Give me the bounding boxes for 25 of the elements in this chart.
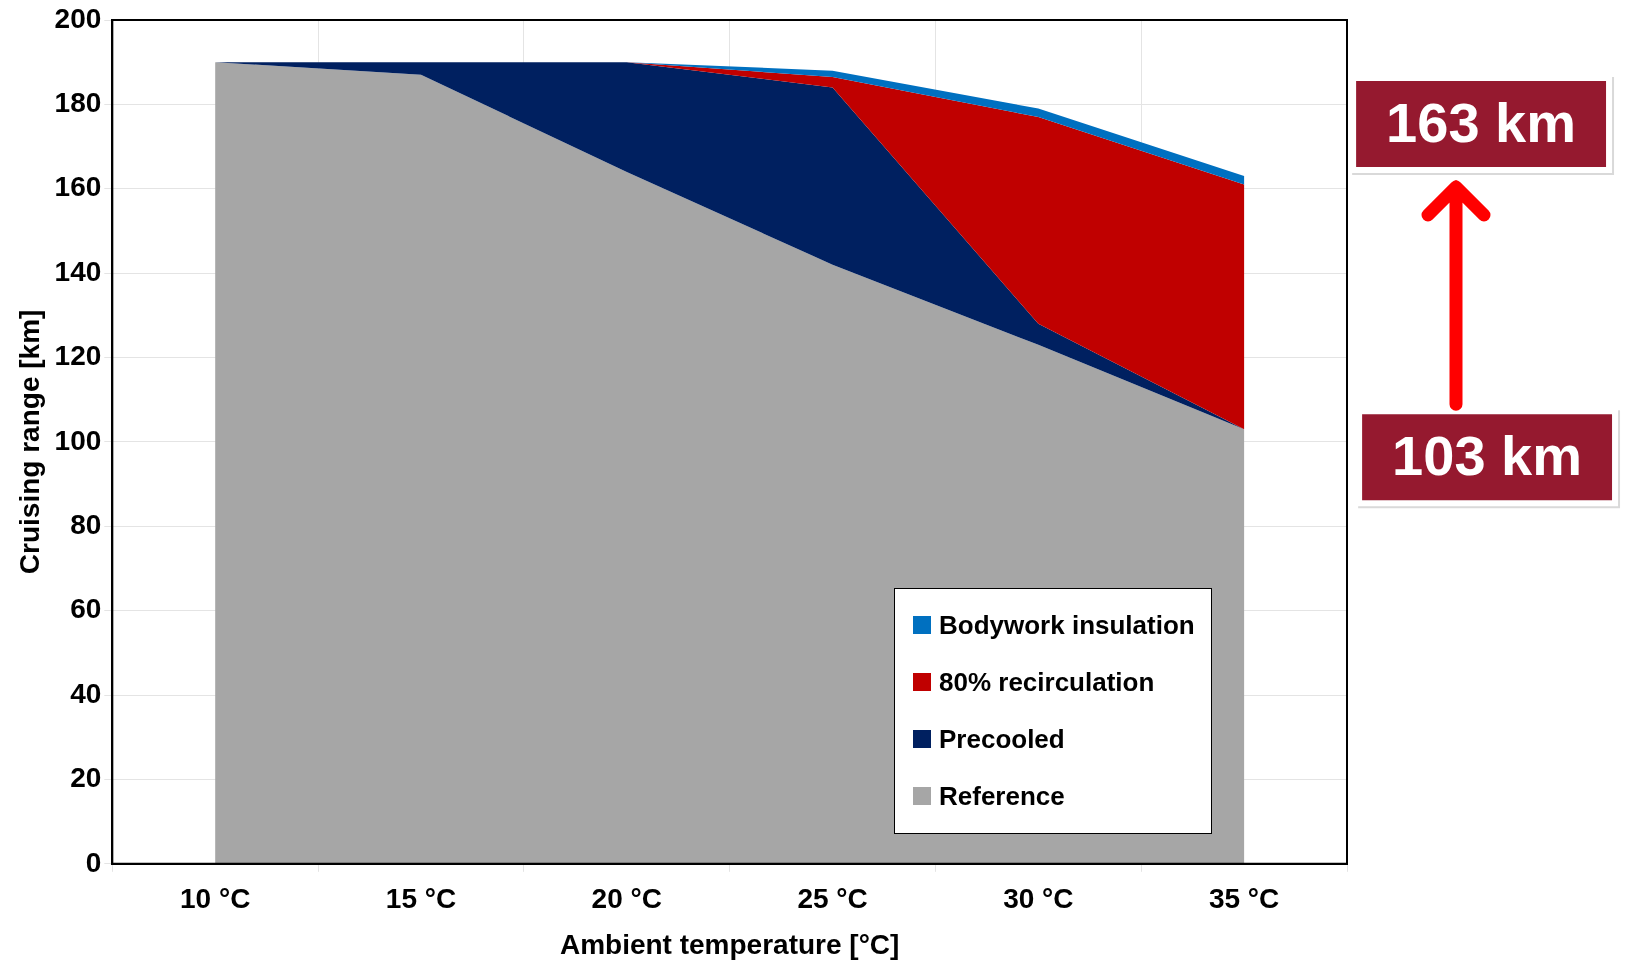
legend-label: 80% recirculation: [939, 666, 1155, 698]
legend-label: Reference: [939, 780, 1065, 812]
y-tick-label: 120: [54, 340, 102, 372]
x-tick-label: 15 °C: [385, 883, 457, 915]
annotation: 103 km: [1392, 423, 1583, 487]
y-tick-label: 40: [70, 677, 102, 709]
y-tick-label: 200: [54, 2, 102, 34]
legend-label: Bodywork insulation: [939, 609, 1195, 641]
y-tick-label: 140: [54, 255, 102, 287]
y-tick-label: 80: [70, 509, 102, 540]
legend-label: Precooled: [939, 723, 1065, 755]
x-tick-label: 35 °C: [1208, 883, 1280, 915]
x-tick-label: 25 °C: [797, 883, 868, 915]
y-tick-label: 160: [54, 171, 102, 203]
x-tick-label: 30 °C: [1003, 883, 1074, 915]
x-axis-title: Ambient temperature [°C]: [559, 928, 900, 960]
y-tick-label: 60: [70, 593, 102, 625]
y-tick-label: 100: [54, 424, 102, 456]
y-tick-label: 0: [85, 846, 102, 878]
y-tick-label: 20: [70, 762, 102, 794]
y-tick-label: 180: [54, 87, 102, 119]
annotation: 163 km: [1386, 90, 1577, 154]
x-tick-label: 10 °C: [180, 883, 251, 915]
y-axis-title: Cruising range [km]: [13, 309, 45, 575]
x-tick-label: 20 °C: [591, 883, 662, 915]
